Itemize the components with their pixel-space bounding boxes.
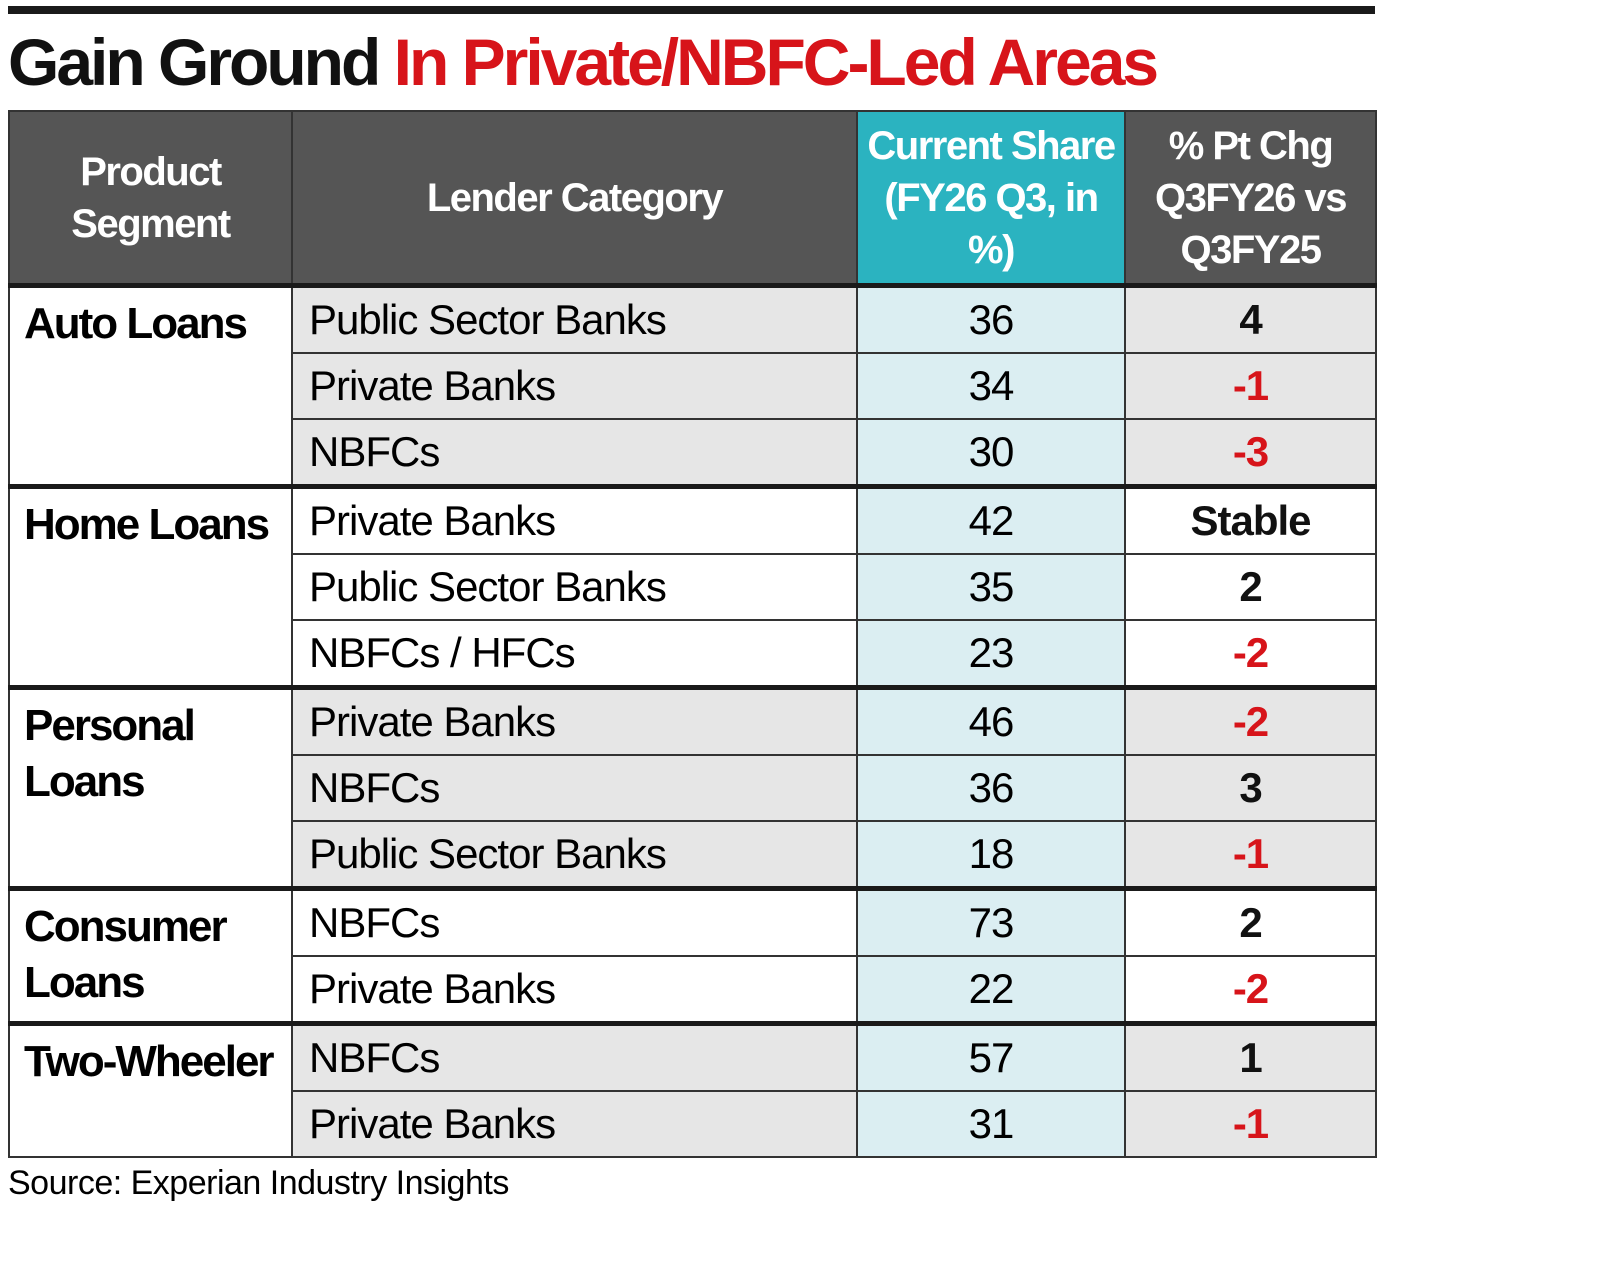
share-cell: 18 <box>856 820 1126 890</box>
segment-cell: Personal Loans <box>8 685 293 890</box>
data-row: Personal Loans Private Banks 46 -2 <box>8 685 1377 890</box>
data-row: Public Sector Banks 35 2 <box>9 553 1377 621</box>
data-row: Auto Loans Public Sector Banks 36 4 <box>8 283 1377 488</box>
title-lead: Gain Ground <box>8 25 381 99</box>
data-row: Home Loans Private Banks 42 Stable <box>8 484 1377 689</box>
header-row: Product Segment Lender Category Current Sh… <box>8 110 1377 287</box>
change-cell: 2 <box>1124 886 1377 957</box>
lender-cell: NBFCs / HFCs <box>291 619 858 689</box>
data-row: NBFCs 36 3 <box>9 754 1377 822</box>
data-row: NBFCs 30 -3 <box>9 418 1377 488</box>
top-bar <box>8 6 1375 14</box>
change-cell: 4 <box>1124 283 1377 354</box>
share-cell: 30 <box>856 418 1126 488</box>
source: Source: Experian Industry Insights <box>8 1164 509 1202</box>
lender-cell: NBFCs <box>291 754 858 822</box>
share-cell: 31 <box>856 1090 1126 1158</box>
share-table: Product Segment Lender Category Current Sh… <box>8 110 1377 1158</box>
share-cell: 46 <box>856 685 1126 756</box>
change-cell: -2 <box>1124 619 1377 689</box>
lender-cell: NBFCs <box>291 418 858 488</box>
data-row: Private Banks 22 -2 <box>9 955 1377 1025</box>
lender-cell: Private Banks <box>291 955 858 1025</box>
change-cell: 3 <box>1124 754 1377 822</box>
lender-cell: Private Banks <box>291 1090 858 1158</box>
data-row: Consumer Loans NBFCs 73 2 <box>8 886 1377 1025</box>
segment-cell: Auto Loans <box>8 283 293 488</box>
share-cell: 73 <box>856 886 1126 957</box>
data-row: Private Banks 31 -1 <box>9 1090 1377 1158</box>
share-cell: 42 <box>856 484 1126 555</box>
lender-cell: NBFCs <box>291 886 858 957</box>
share-cell: 35 <box>856 553 1126 621</box>
data-row: Private Banks 34 -1 <box>9 352 1377 420</box>
lender-cell: Private Banks <box>291 685 858 756</box>
lender-cell: Public Sector Banks <box>291 553 858 621</box>
change-cell: Stable <box>1124 484 1377 555</box>
change-cell: -2 <box>1124 955 1377 1025</box>
data-row: Public Sector Banks 18 -1 <box>9 820 1377 890</box>
lender-cell: Public Sector Banks <box>291 820 858 890</box>
share-cell: 23 <box>856 619 1126 689</box>
column-header: Product Segment <box>8 110 293 287</box>
change-cell: -2 <box>1124 685 1377 756</box>
change-cell: 2 <box>1124 553 1377 621</box>
column-header: Current Share (FY26 Q3, in %) <box>856 110 1126 287</box>
lender-cell: NBFCs <box>291 1021 858 1092</box>
segment-cell: Consumer Loans <box>8 886 293 1025</box>
change-cell: 1 <box>1124 1021 1377 1092</box>
title-rest: In Private/NBFC-Led Areas <box>393 25 1159 99</box>
lender-cell: Private Banks <box>291 352 858 420</box>
share-cell: 34 <box>856 352 1126 420</box>
column-header: % Pt Chg Q3FY26 vs Q3FY25 <box>1124 110 1377 287</box>
title: Gain Ground In Private/NBFC-Led Areas <box>8 14 1375 110</box>
change-cell: -1 <box>1124 352 1377 420</box>
share-cell: 57 <box>856 1021 1126 1092</box>
infographic: Gain Ground In Private/NBFC-Led Areas Pr… <box>8 6 1377 1203</box>
segment-cell: Home Loans <box>8 484 293 689</box>
change-cell: -3 <box>1124 418 1377 488</box>
segment-cell: Two-Wheeler <box>8 1021 293 1158</box>
share-cell: 36 <box>856 754 1126 822</box>
column-header: Lender Category <box>291 110 858 287</box>
data-row: NBFCs / HFCs 23 -2 <box>9 619 1377 689</box>
lender-cell: Public Sector Banks <box>291 283 858 354</box>
lender-cell: Private Banks <box>291 484 858 555</box>
data-row: Two-Wheeler NBFCs 57 1 <box>8 1021 1377 1158</box>
share-cell: 36 <box>856 283 1126 354</box>
change-cell: -1 <box>1124 1090 1377 1158</box>
share-cell: 22 <box>856 955 1126 1025</box>
change-cell: -1 <box>1124 820 1377 890</box>
